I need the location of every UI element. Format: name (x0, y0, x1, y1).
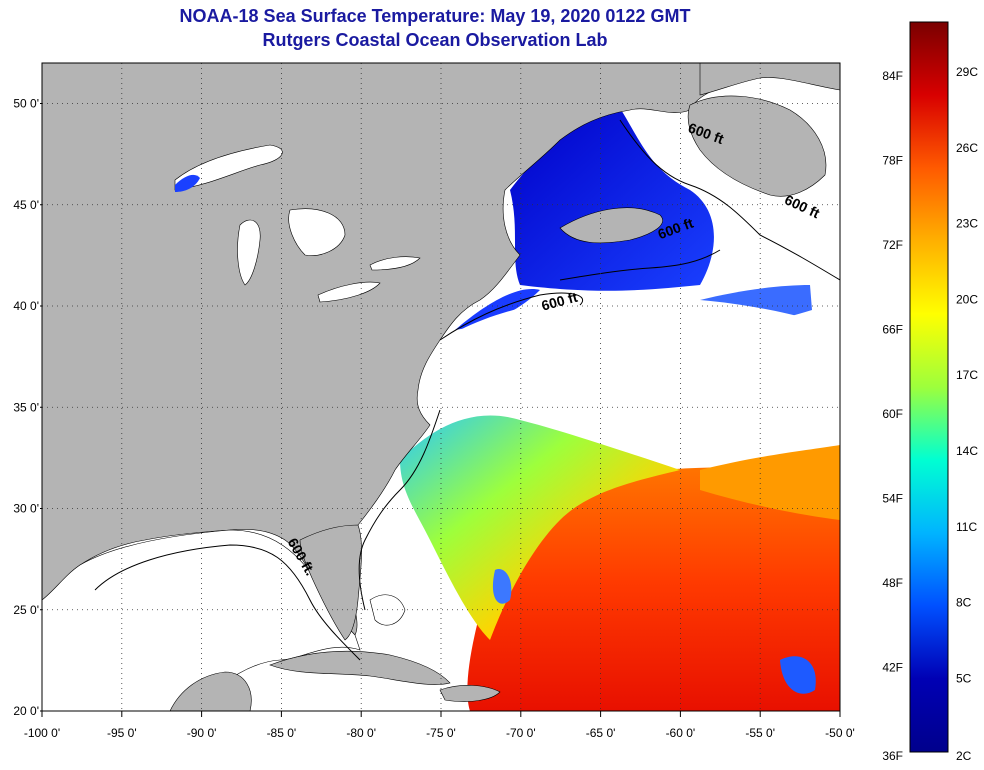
warm-patch-east (700, 445, 840, 520)
cool-patch-bahamas (492, 569, 512, 604)
colorbar-c-label: 8C (956, 596, 972, 610)
nova-scotia-land (559, 207, 663, 244)
colorbar-f-label: 72F (882, 238, 903, 252)
lon-tick-label: -100 0' (24, 726, 60, 740)
lat-tick-label: 35 0' (13, 400, 39, 414)
colorbar-f-label: 42F (882, 661, 903, 675)
colorbar-c-label: 2C (956, 749, 972, 763)
newfoundland-land (687, 95, 827, 197)
cuba-land (269, 650, 451, 685)
colorbar-f-label: 54F (882, 492, 903, 506)
colorbar-c-label: 11C (956, 520, 977, 534)
lat-tick-label: 30 0' (13, 502, 39, 516)
lake-superior-cold (175, 174, 200, 192)
lon-tick-label: -60 0' (666, 726, 696, 740)
lake-erie (317, 281, 381, 303)
title-line-1: NOAA-18 Sea Surface Temperature: May 19,… (179, 6, 691, 26)
colorbar-c-label: 17C (956, 368, 978, 382)
colorbar-f-label: 60F (882, 407, 903, 421)
labrador-land (699, 63, 840, 96)
cool-patch-caribbean (780, 656, 816, 694)
lon-tick-label: -70 0' (506, 726, 536, 740)
colorbar-f-label: 78F (882, 154, 903, 168)
lon-tick-label: -50 0' (825, 726, 855, 740)
lat-tick-label: 50 0' (13, 97, 39, 111)
lat-tick-label: 20 0' (13, 704, 39, 718)
colorbar-f-label: 48F (882, 576, 903, 590)
colorbar-f-label: 66F (882, 323, 903, 337)
lon-tick-label: -80 0' (346, 726, 376, 740)
colorbar-c-label: 5C (956, 671, 972, 685)
hispaniola-land (439, 685, 501, 702)
title-line-2: Rutgers Coastal Ocean Observation Lab (262, 30, 608, 50)
colorbar-c-label: 20C (956, 292, 978, 306)
isobath-600ft (94, 119, 840, 661)
colorbar-fahrenheit-labels: 84F 78F 72F 66F 60F 54F 48F 42F 36F (882, 69, 903, 763)
colorbar-c-label: 29C (956, 65, 978, 79)
lake-michigan (237, 219, 261, 286)
lon-tick-label: -55 0' (745, 726, 775, 740)
lon-tick-label: -85 0' (267, 726, 297, 740)
lon-tick-label: -75 0' (426, 726, 456, 740)
lon-tick-label: -90 0' (187, 726, 217, 740)
lat-tick-label: 45 0' (13, 198, 39, 212)
transition-water-region (400, 415, 680, 640)
cloud-cover (460, 296, 840, 463)
lake-ontario (369, 256, 421, 271)
colorbar-celsius-labels: 29C 26C 23C 20C 17C 14C 11C 8C 5C 2C (956, 65, 978, 763)
colorbar-c-label: 23C (956, 217, 978, 231)
grid-lines (42, 63, 840, 711)
colorbar-f-label: 84F (882, 69, 903, 83)
latitude-tick-labels: 50 0' 45 0' 40 0' 35 0' 30 0' 25 0' 20 0' (13, 97, 42, 718)
cold-water-gulf-st-lawrence (510, 108, 714, 291)
florida-land (299, 524, 362, 641)
lat-tick-label: 40 0' (13, 299, 39, 313)
colorbar-c-label: 26C (956, 141, 978, 155)
lat-tick-label: 25 0' (13, 603, 39, 617)
colorbar-f-label: 36F (882, 749, 903, 763)
longitude-tick-labels: -100 0' -95 0' -90 0' -85 0' -80 0' -75 0' -70… (24, 711, 855, 740)
lon-tick-label: -65 0' (586, 726, 616, 740)
colorbar-c-label: 14C (956, 444, 978, 458)
lon-tick-label: -95 0' (107, 726, 137, 740)
yucatan-land (169, 671, 252, 711)
colorbar (909, 21, 949, 753)
lake-huron (288, 208, 346, 256)
